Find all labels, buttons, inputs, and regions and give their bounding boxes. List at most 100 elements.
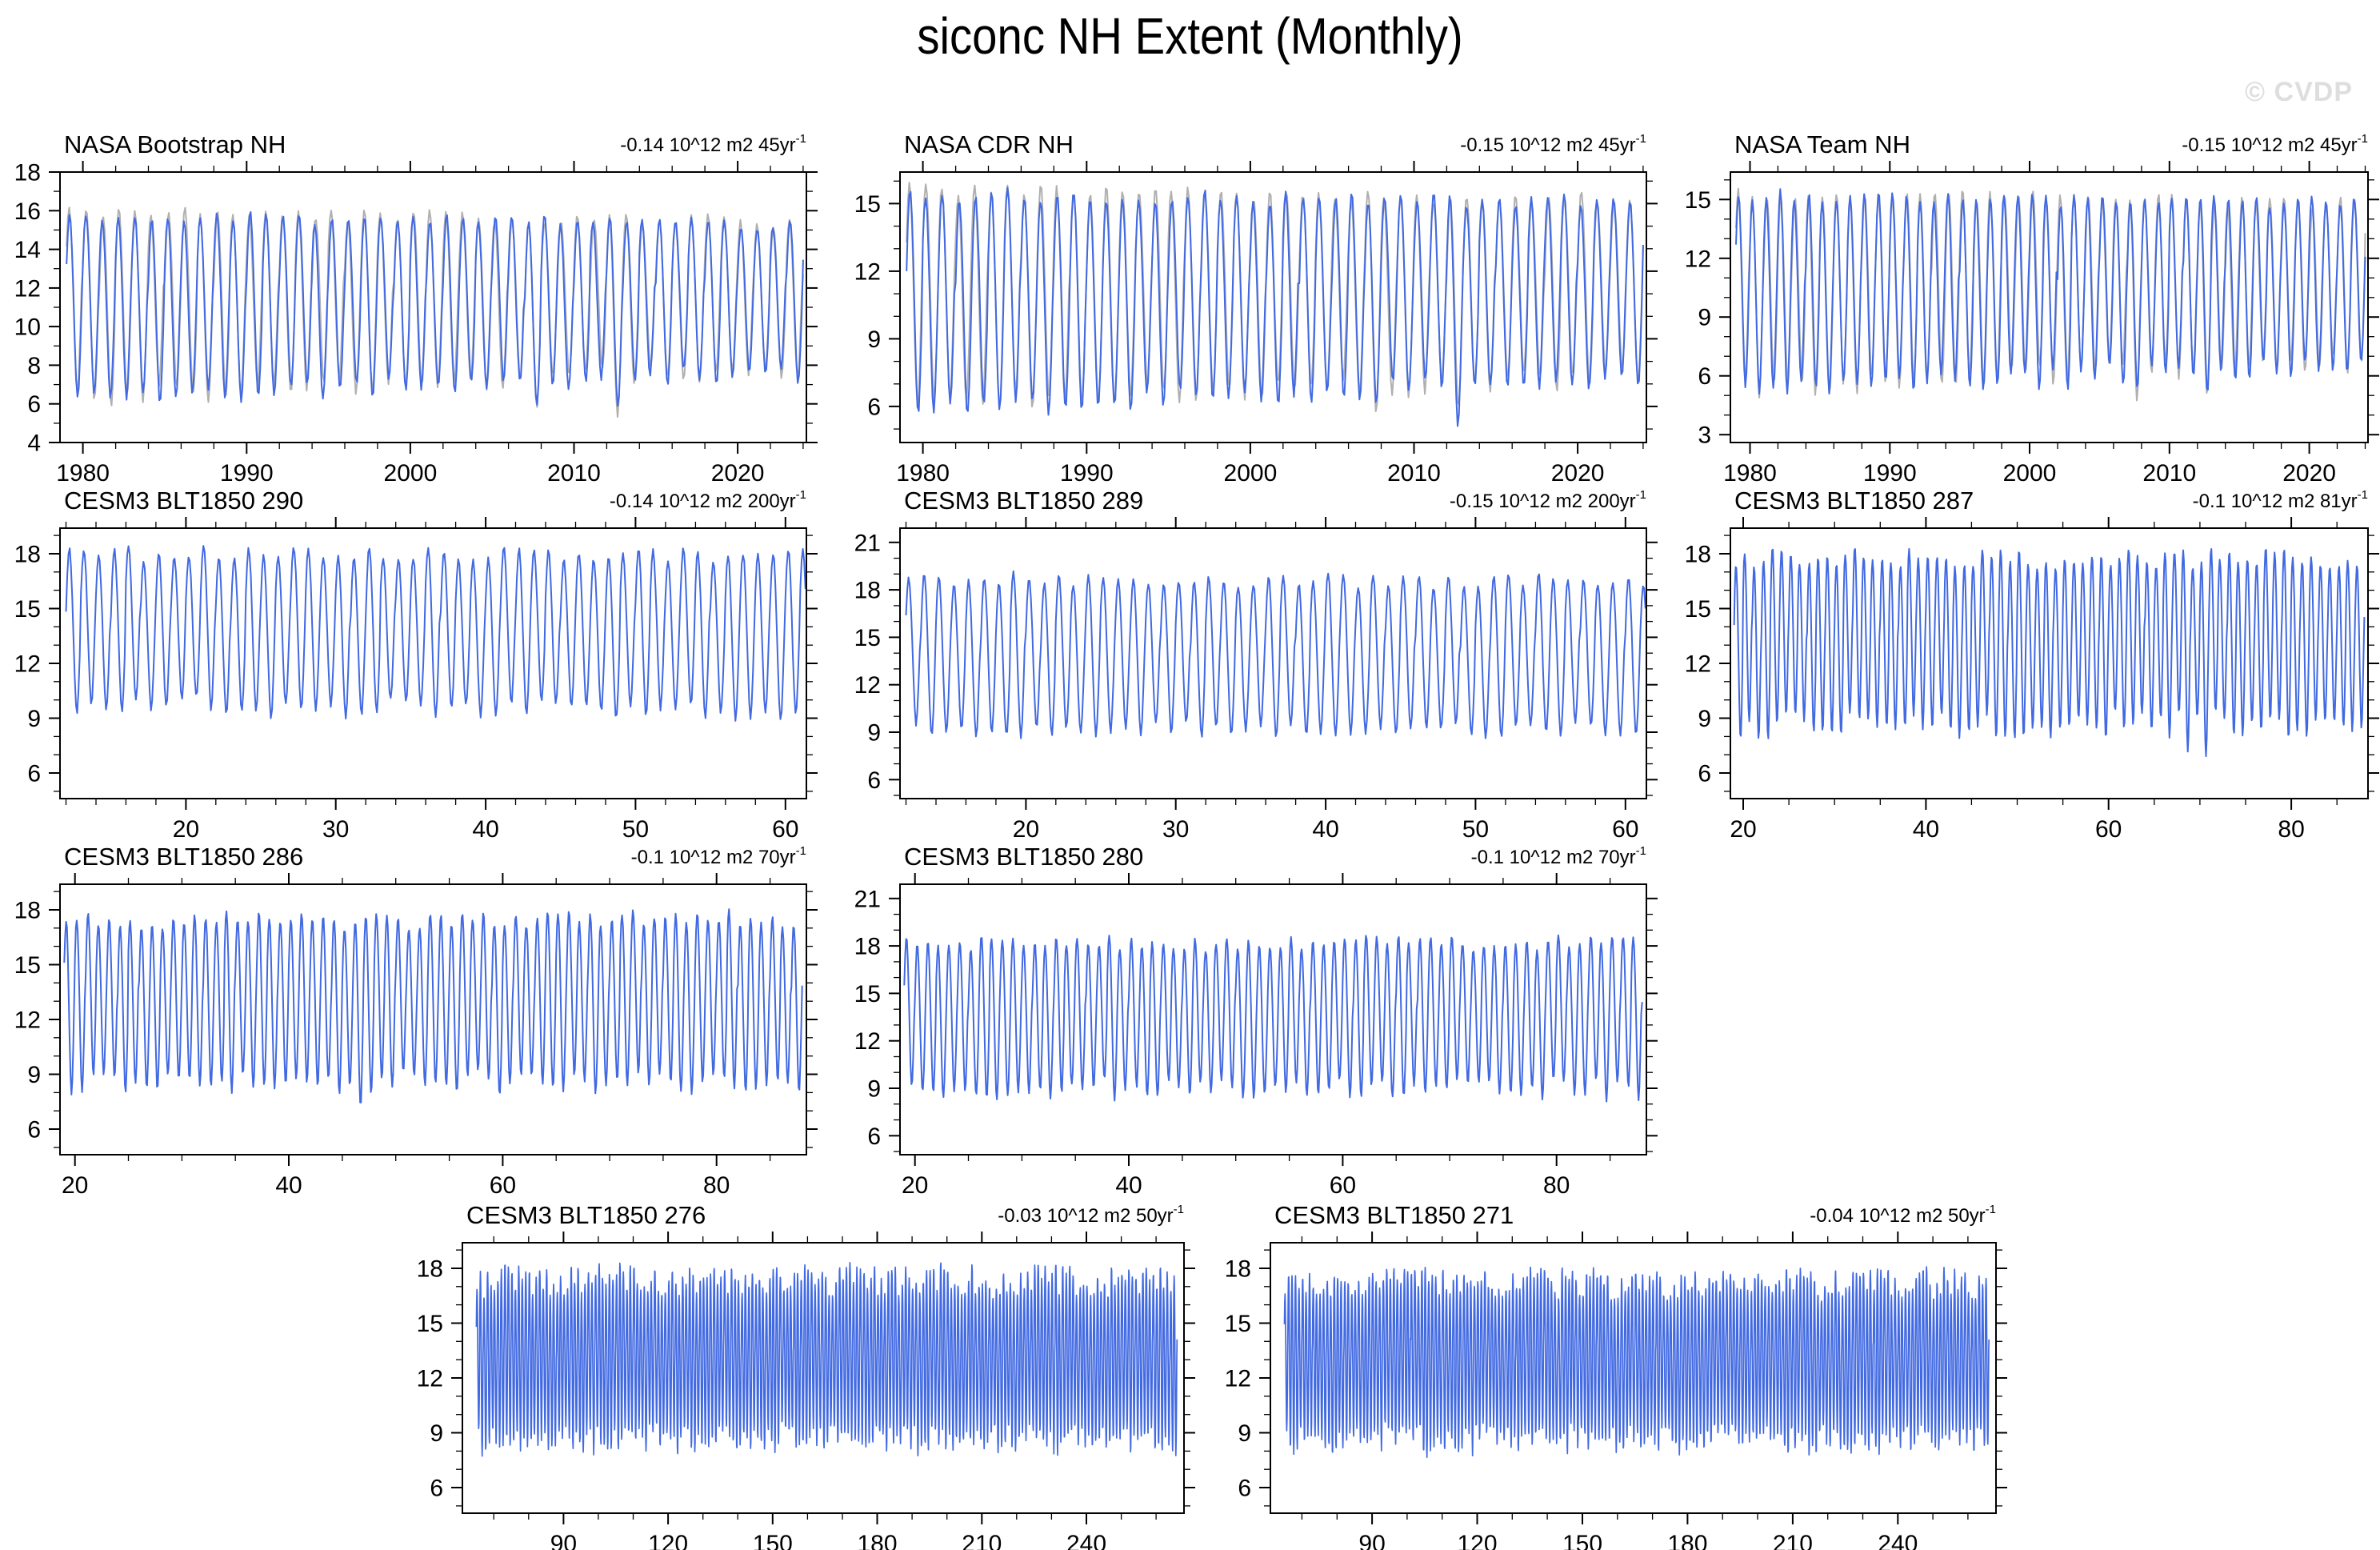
- x-tick-label: 80: [1543, 1172, 1570, 1199]
- x-tick-label: 120: [1457, 1531, 1497, 1550]
- y-tick-label: 15: [14, 596, 41, 623]
- y-tick-label: 3: [1698, 423, 1711, 449]
- trend-annotation: -0.1 10^12 m2 70yr-1: [1471, 844, 1646, 868]
- y-tick-label: 9: [1238, 1420, 1251, 1447]
- minor-ticks: [1264, 1236, 2002, 1520]
- trend-annotation: -0.15 10^12 m2 45yr-1: [2182, 132, 2368, 156]
- x-tick-label: 150: [753, 1531, 793, 1550]
- y-tick-label: 18: [14, 542, 41, 568]
- trend-annotation: -0.14 10^12 m2 200yr-1: [610, 488, 806, 512]
- y-tick-label: 12: [1685, 651, 1711, 678]
- x-tick-label: 210: [1773, 1531, 1813, 1550]
- x-tick-label: 2000: [384, 460, 438, 487]
- y-tick-label: 9: [27, 706, 41, 732]
- y-tick-label: 18: [14, 160, 41, 186]
- trend-annotation: -0.1 10^12 m2 70yr-1: [631, 844, 806, 868]
- series-line: [63, 908, 803, 1103]
- panel-title: NASA CDR NH: [904, 130, 1074, 158]
- trend-annotation: -0.15 10^12 m2 45yr-1: [1460, 132, 1646, 156]
- y-tick-label: 15: [854, 191, 881, 218]
- panel-title: CESM3 BLT1850 276: [466, 1201, 706, 1229]
- plot-box: [899, 527, 1647, 799]
- series-line: [1733, 547, 2366, 758]
- major-ticks: [49, 161, 818, 454]
- y-tick-label: 12: [1225, 1366, 1251, 1392]
- y-tick-label: 12: [14, 1007, 41, 1034]
- y-tick-label: 6: [867, 767, 881, 794]
- y-tick-label: 12: [417, 1366, 443, 1392]
- cvdp-watermark: © CVDP: [2245, 77, 2353, 107]
- y-tick-label: 9: [27, 1062, 41, 1088]
- x-tick-label: 60: [772, 816, 798, 843]
- x-tick-label: 30: [1162, 816, 1189, 843]
- panel-nasa-bootstrap-nh: 1980 1990 2000 2010 2020 4 6 8 10 12 14 16 18 NASA Bo…: [14, 130, 818, 487]
- y-tick-label: 9: [867, 720, 881, 747]
- x-tick-label: 2010: [547, 460, 601, 487]
- x-tick-label: 150: [1562, 1531, 1602, 1550]
- panel-title: CESM3 BLT1850 271: [1274, 1201, 1514, 1229]
- x-tick-label: 30: [322, 816, 349, 843]
- panel-title: NASA Team NH: [1734, 130, 1910, 158]
- x-tick-label: 80: [2278, 816, 2304, 843]
- y-tick-label: 15: [1685, 596, 1711, 623]
- panel-cesm3-blt1850-290: 20 30 40 50 60 6 9 12 15 18 CESM3 BLT1850 290 -0.14…: [14, 487, 818, 843]
- y-tick-label: 21: [854, 886, 881, 912]
- panel-title: CESM3 BLT1850 290: [64, 487, 303, 515]
- minor-ticks: [54, 878, 813, 1161]
- plot-box: [1730, 171, 2369, 443]
- x-tick-label: 20: [173, 816, 199, 843]
- y-tick-label: 15: [1225, 1311, 1251, 1337]
- major-ticks: [49, 873, 818, 1166]
- x-tick-label: 40: [1913, 816, 1939, 843]
- major-ticks: [1719, 161, 2379, 454]
- y-tick-label: 9: [1698, 305, 1711, 331]
- minor-ticks: [894, 878, 1653, 1161]
- y-tick-label: 12: [854, 1028, 881, 1055]
- series-line: [475, 1261, 1178, 1457]
- trend-annotation: -0.04 10^12 m2 50yr-1: [1810, 1203, 1996, 1227]
- major-ticks: [49, 517, 818, 810]
- minor-ticks: [1724, 522, 2374, 805]
- x-tick-label: 60: [1612, 816, 1638, 843]
- panel-title: CESM3 BLT1850 280: [904, 843, 1143, 871]
- x-tick-label: 40: [472, 816, 498, 843]
- y-tick-label: 18: [854, 578, 881, 604]
- major-ticks: [889, 161, 1658, 454]
- panel-nasa-cdr-nh: 1980 1990 2000 2010 2020 6 9 12 15 NASA CDR NH -0.…: [854, 130, 1658, 487]
- x-tick-label: 80: [703, 1172, 730, 1199]
- y-tick-label: 6: [1698, 761, 1711, 787]
- panel-cesm3-blt1850-280: 20 40 60 80 6 9 12 15 18 21 CESM3 BLT1850 280 -0.1 …: [854, 843, 1658, 1199]
- x-tick-label: 20: [1730, 816, 1756, 843]
- trend-annotation: -0.15 10^12 m2 200yr-1: [1450, 488, 1646, 512]
- y-tick-label: 6: [27, 761, 41, 787]
- y-tick-label: 15: [14, 952, 41, 979]
- x-tick-label: 2000: [1224, 460, 1278, 487]
- x-tick-label: 1980: [56, 460, 110, 487]
- x-tick-label: 40: [1312, 816, 1338, 843]
- y-tick-label: 15: [1685, 187, 1711, 214]
- figure-title: siconc NH Extent (Monthly): [917, 7, 1463, 65]
- plot-box: [899, 883, 1647, 1155]
- series-line: [905, 570, 1646, 739]
- x-tick-label: 2010: [2142, 460, 2196, 487]
- series-line: [1283, 1266, 1990, 1458]
- x-tick-label: 20: [1013, 816, 1039, 843]
- x-tick-label: 90: [550, 1531, 577, 1550]
- series-line: [906, 186, 1644, 427]
- series-line: [903, 934, 1643, 1103]
- y-tick-label: 4: [27, 431, 41, 457]
- x-tick-label: 2020: [711, 460, 765, 487]
- trend-annotation: -0.03 10^12 m2 50yr-1: [998, 1203, 1184, 1227]
- y-tick-label: 6: [867, 1123, 881, 1150]
- x-tick-label: 60: [490, 1172, 516, 1199]
- major-ticks: [889, 873, 1658, 1166]
- y-tick-label: 10: [14, 314, 41, 341]
- panel-title: NASA Bootstrap NH: [64, 130, 286, 158]
- panel-cesm3-blt1850-276: 90 120 150 180 210 240 6 9 12 15 18 CESM3 BLT1850 2…: [417, 1201, 1195, 1550]
- x-tick-label: 90: [1358, 1531, 1385, 1550]
- major-ticks: [1719, 517, 2379, 810]
- x-tick-label: 50: [1462, 816, 1489, 843]
- x-tick-label: 2020: [2282, 460, 2336, 487]
